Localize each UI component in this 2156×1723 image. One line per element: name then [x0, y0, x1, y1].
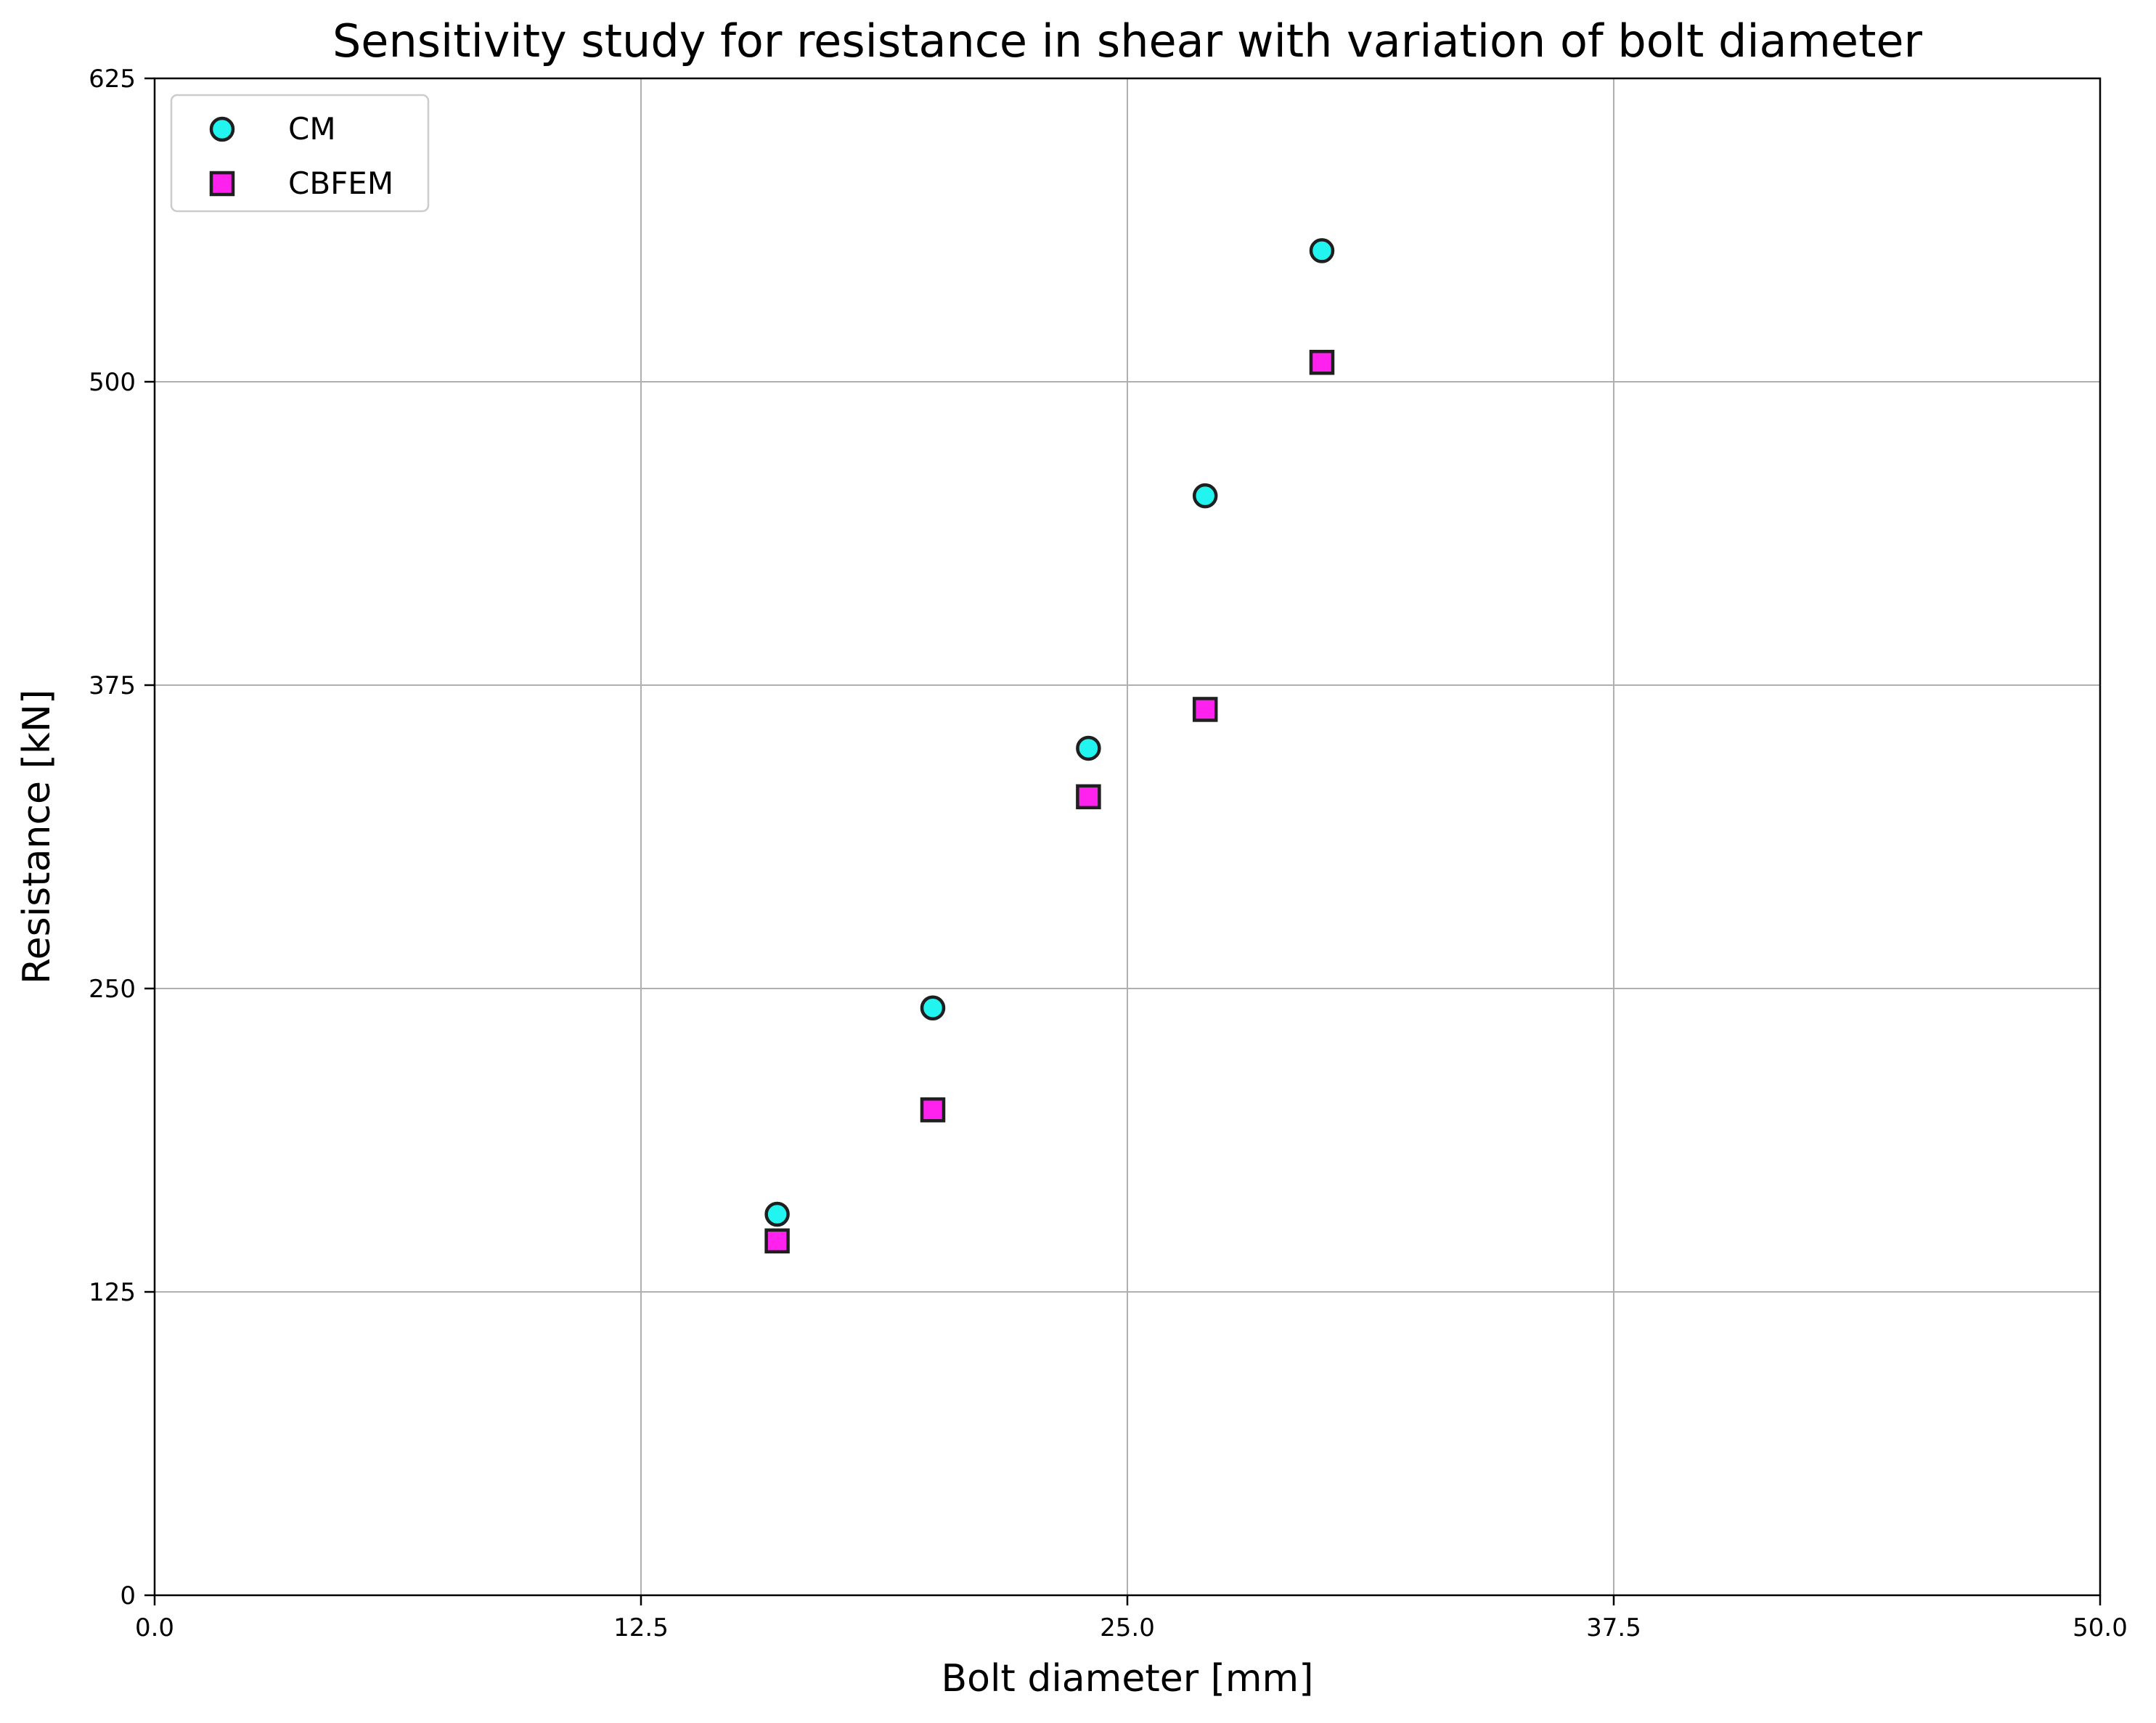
y-tick-label: 500 — [89, 368, 136, 397]
cbfem-point — [764, 1228, 790, 1254]
y-tick-label: 625 — [89, 65, 136, 94]
x-axis-label: Bolt diameter [mm] — [942, 1657, 1314, 1701]
x-tick-label: 50.0 — [2073, 1613, 2128, 1642]
data-series — [764, 238, 1335, 1254]
y-tick-label: 0 — [120, 1581, 136, 1611]
legend-entry-cm: CM — [209, 111, 336, 147]
cbfem-point — [920, 1097, 946, 1123]
cbfem-point — [1309, 349, 1335, 375]
cm-point — [1076, 735, 1101, 761]
cm-point — [1309, 238, 1335, 263]
chart-title: Sensitivity study for resistance in shea… — [332, 15, 1923, 67]
legend-label-cm: CM — [288, 111, 336, 147]
plot-frame — [153, 77, 2102, 1597]
x-tick-label: 12.5 — [613, 1613, 669, 1642]
cbfem-point — [1076, 784, 1101, 810]
y-tick-label: 250 — [89, 975, 136, 1004]
legend-marker-cbfem — [209, 171, 235, 197]
series-cbfem — [764, 349, 1335, 1254]
y-tick-label: 375 — [89, 671, 136, 700]
cm-point — [764, 1201, 790, 1227]
axis-ticks: 0.0 12.5 25.0 37.5 50.0 0 125 250 375 500 625 — [89, 65, 2128, 1642]
series-cm — [764, 238, 1335, 1227]
y-axis-label: Resistance [kN] — [15, 689, 59, 984]
legend-box — [170, 94, 430, 213]
legend-entry-cbfem: CBFEM — [209, 165, 393, 201]
x-tick-label: 25.0 — [1100, 1613, 1155, 1642]
y-tick-label: 125 — [89, 1278, 136, 1307]
cbfem-point — [1192, 697, 1218, 722]
cm-point — [1192, 483, 1218, 509]
legend-marker-cm — [209, 116, 235, 142]
legend: CM CBFEM — [170, 94, 430, 213]
legend-label-cbfem: CBFEM — [288, 165, 393, 201]
x-tick-label: 37.5 — [1586, 1613, 1641, 1642]
cm-point — [920, 995, 946, 1021]
x-tick-label: 0.0 — [135, 1613, 174, 1642]
grid-lines — [154, 78, 2101, 1596]
